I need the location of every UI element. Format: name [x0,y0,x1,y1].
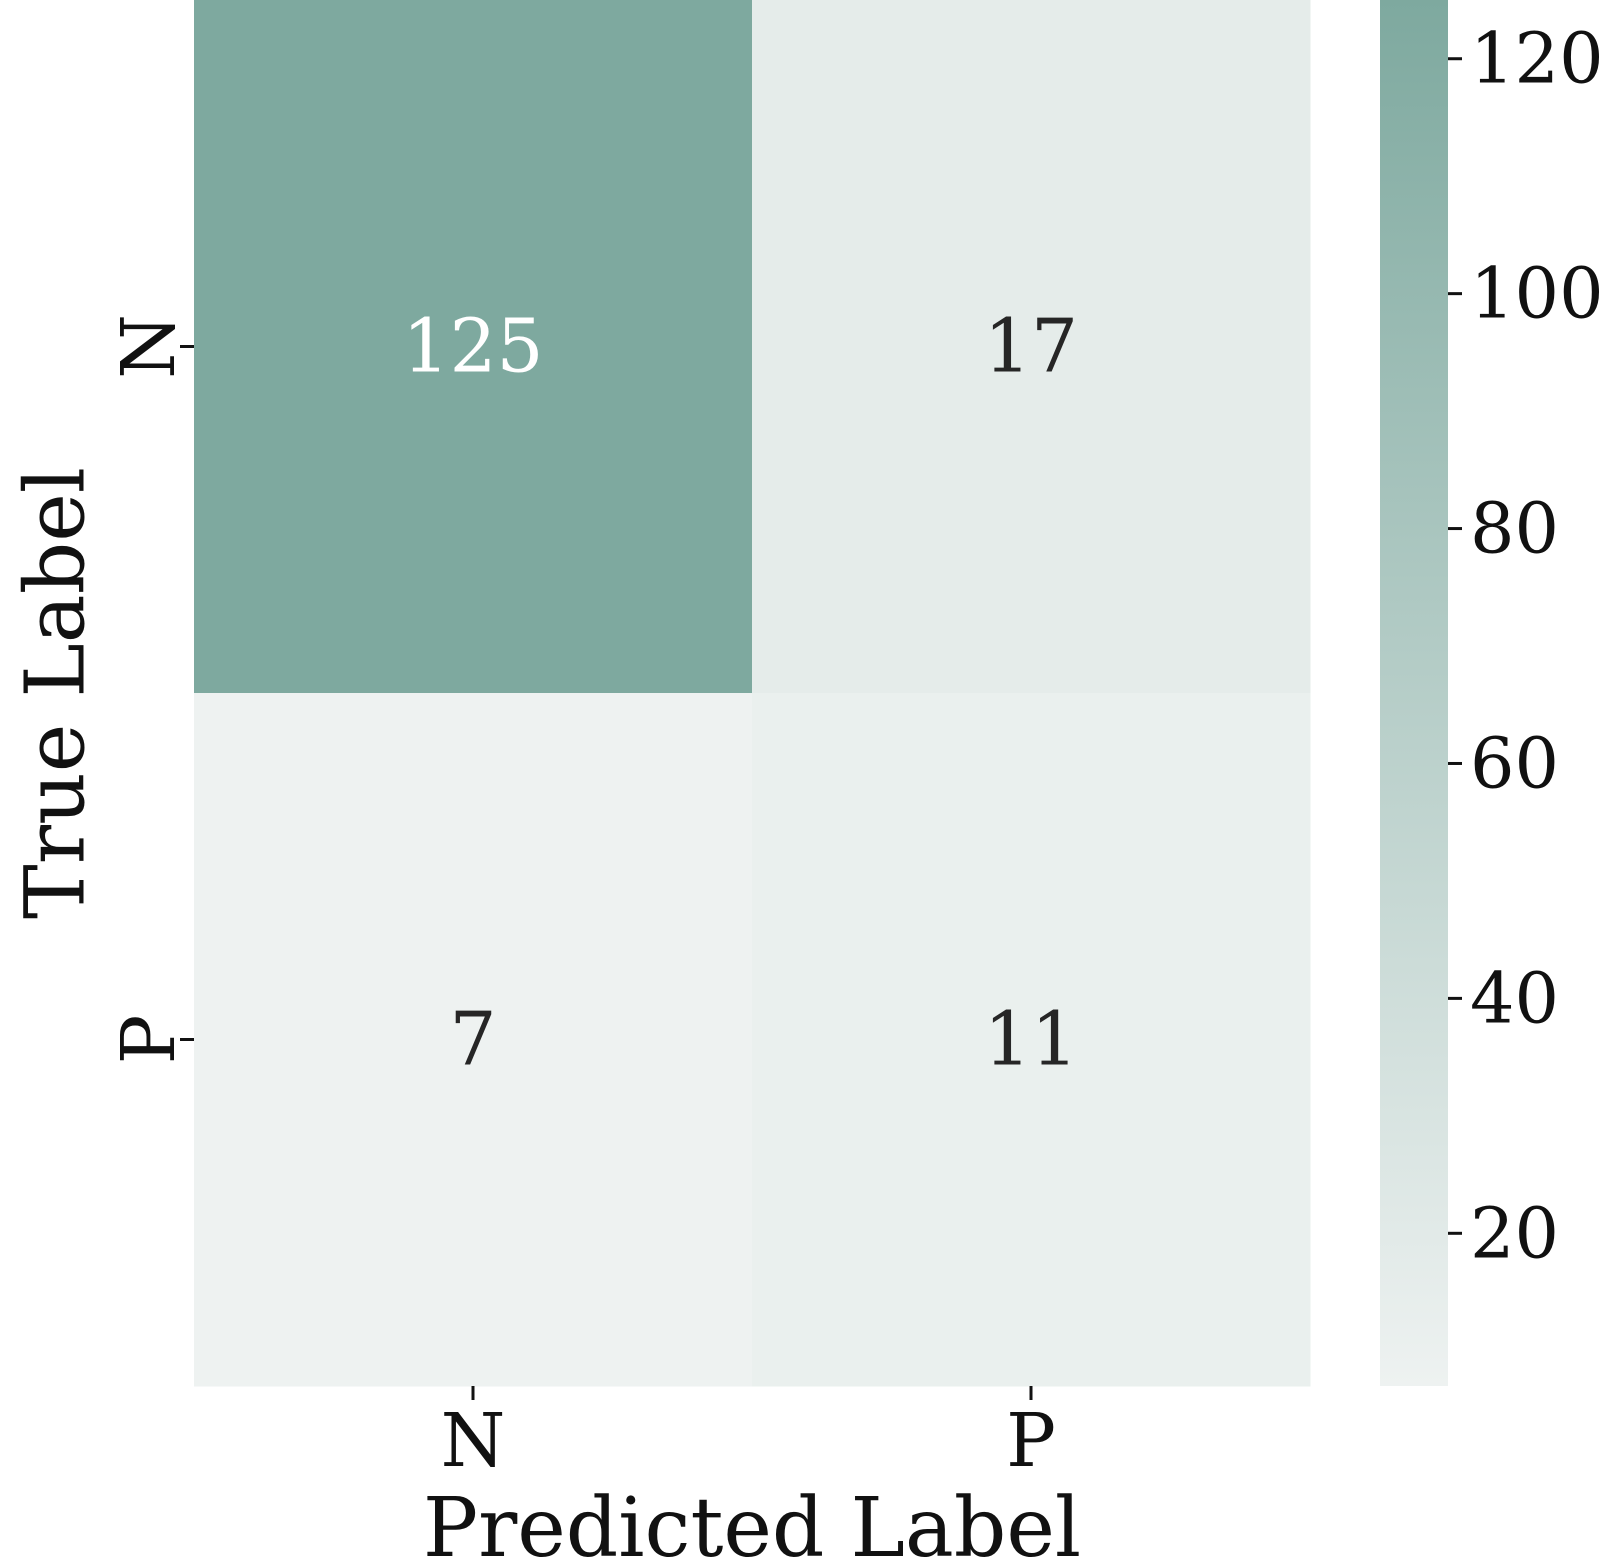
colorbar-tick-label: 80 [1470,488,1559,570]
heatmap-cell-n-p [752,0,1311,694]
y-axis: NP [106,314,194,1064]
colorbar-tick-label: 100 [1470,253,1599,335]
heatmap-cell-p-p [752,693,1311,1387]
colorbar-tick-label: 20 [1470,1192,1559,1274]
colorbar-tick-label: 40 [1470,957,1559,1039]
y-axis-title: True Label [9,467,104,919]
cell-annotations: 125 17 7 11 [402,304,1078,1083]
colorbar: 20 40 60 80 100 120 [1380,0,1599,1386]
heatmap-cells [194,0,1311,1387]
x-tick-label: N [441,1398,506,1484]
colorbar-ticks: 20 40 60 80 100 120 [1448,18,1599,1274]
colorbar-tick-label: 120 [1470,18,1599,100]
cell-value-label: 11 [984,997,1078,1083]
cell-value-label: 125 [402,304,543,390]
heatmap-cell-n-n [194,0,753,694]
heatmap-cell-p-n [194,693,753,1387]
x-axis-title: Predicted Label [423,1481,1081,1563]
cell-value-label: 17 [984,304,1078,390]
colorbar-tick-label: 60 [1470,722,1559,804]
cell-value-label: 7 [449,997,496,1083]
y-tick-label: P [106,1015,192,1065]
x-tick-label: P [1006,1398,1056,1484]
y-tick-label: N [106,314,192,379]
colorbar-gradient [1380,0,1448,1386]
